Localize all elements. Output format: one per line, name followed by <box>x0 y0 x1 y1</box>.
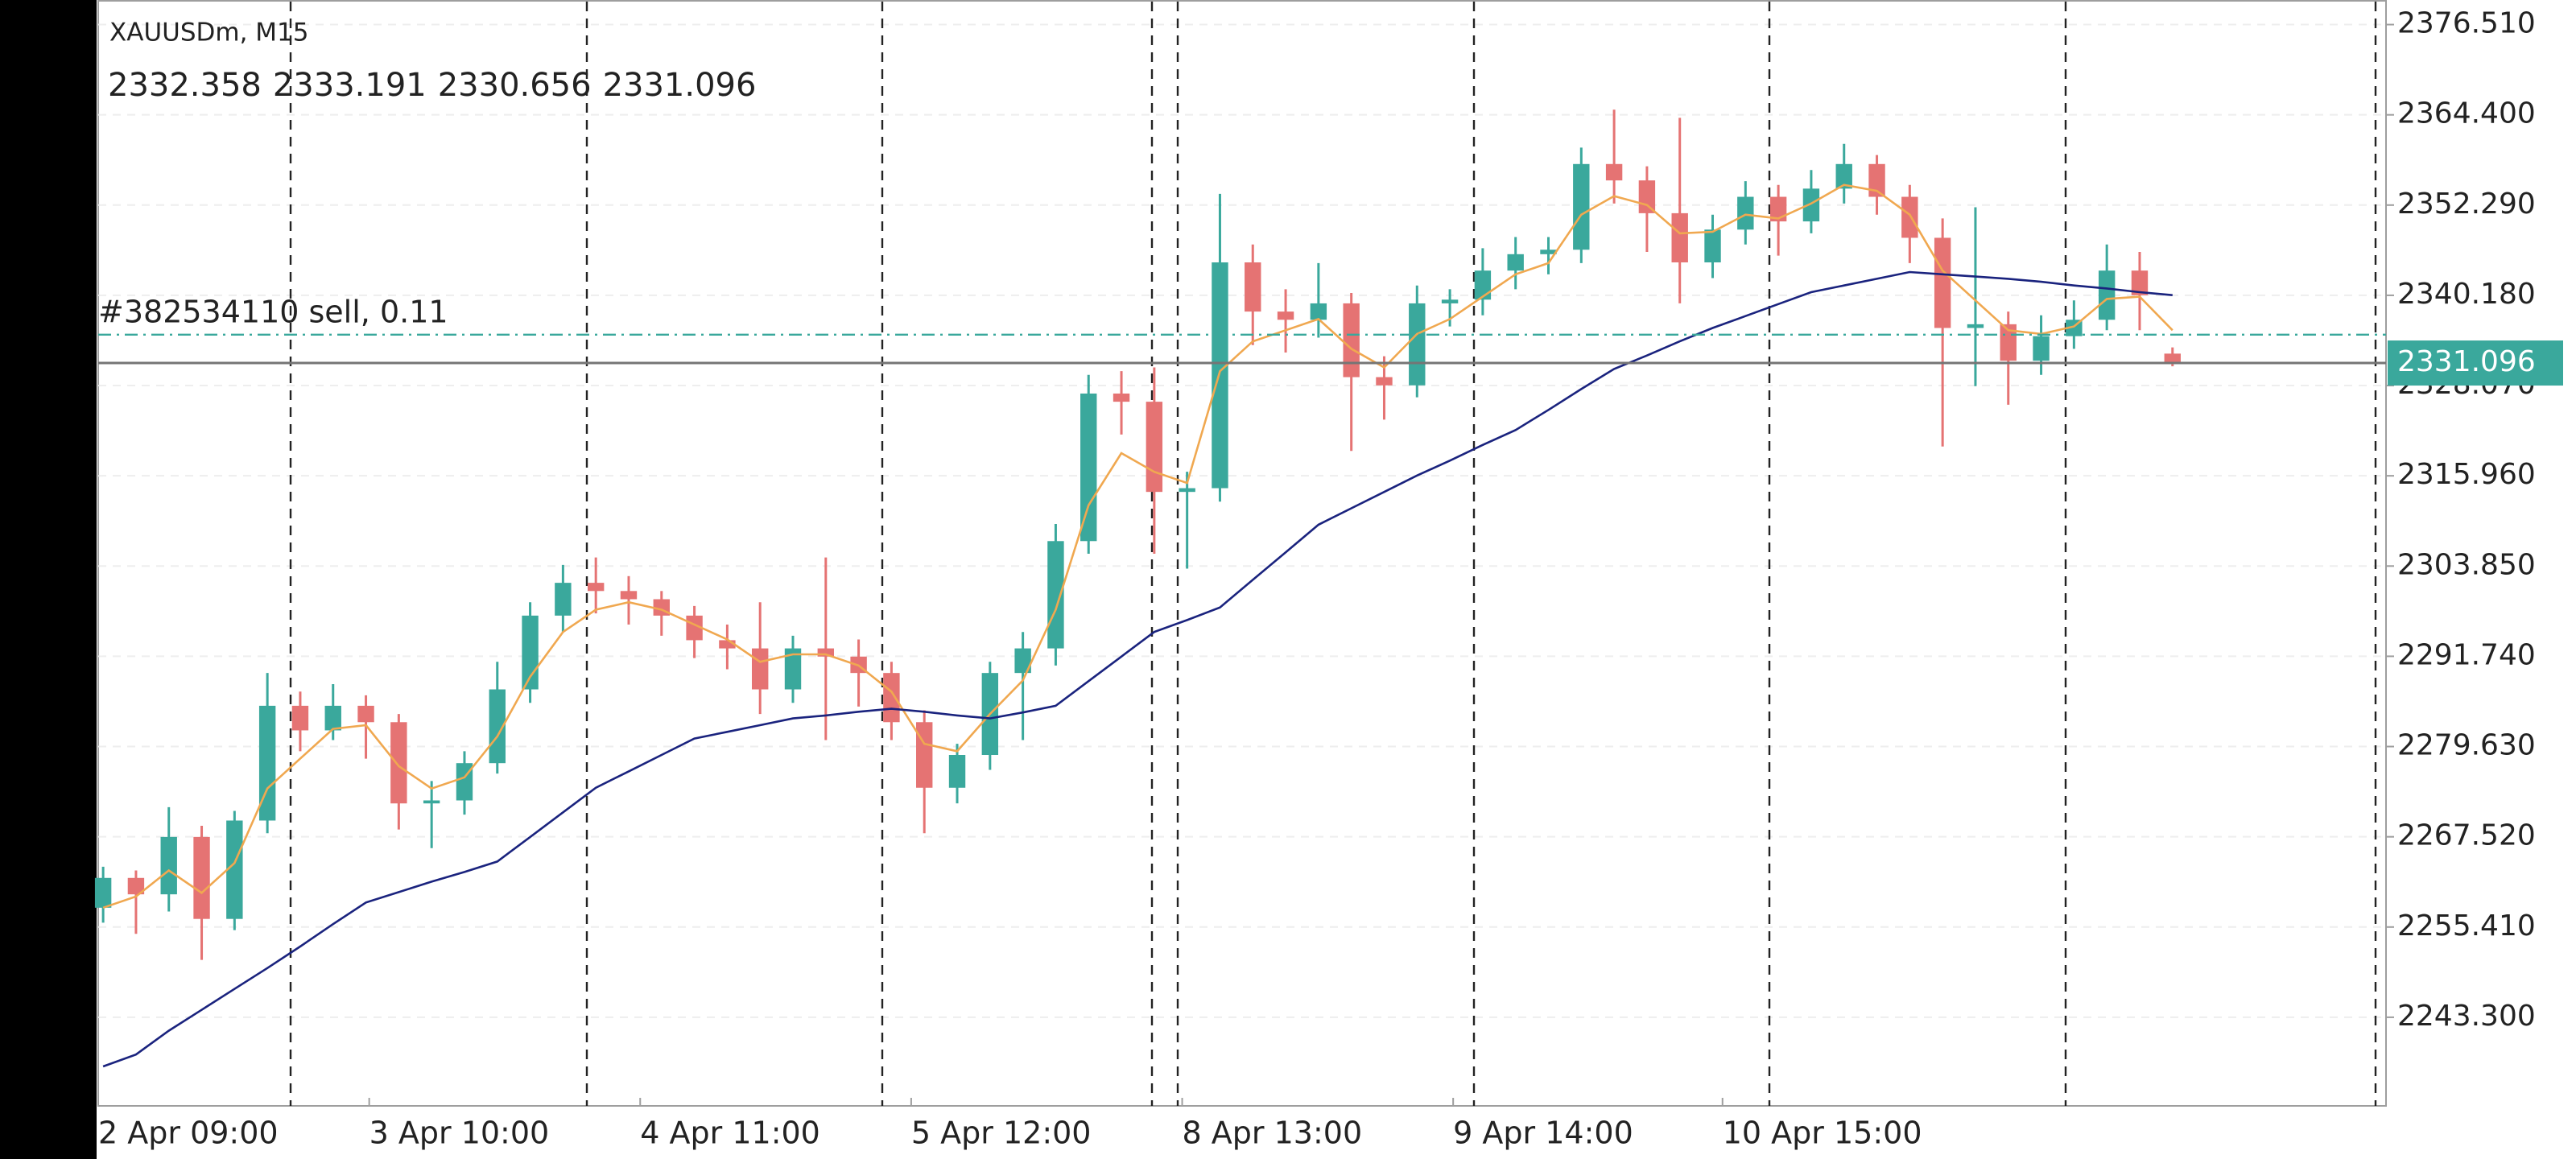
candle-body <box>127 877 145 895</box>
candle-body <box>324 705 341 731</box>
candle-body <box>1310 303 1327 320</box>
candle-body <box>357 705 374 723</box>
candle-body <box>1277 311 1294 320</box>
y-tick-label: 2303.850 <box>2397 548 2536 581</box>
moving-average <box>102 270 2173 1068</box>
x-tick-label: 4 Apr 11:00 <box>640 1116 820 1151</box>
y-tick-label: 2364.400 <box>2397 97 2536 130</box>
candle-body <box>390 722 407 804</box>
candle-body <box>94 877 112 908</box>
candle-body <box>752 648 769 690</box>
overlay: #382534110 sell, 0.11 2331.096 <box>98 294 2563 386</box>
plot-frame <box>97 0 2387 1107</box>
ohlc-high: 2333.191 <box>273 67 427 104</box>
candle-body <box>587 583 605 592</box>
candle-body <box>1474 270 1492 300</box>
x-tick-label: 2 Apr 09:00 <box>98 1116 279 1151</box>
candle-body <box>193 836 210 919</box>
y-tick-label: 2243.300 <box>2397 1000 2536 1033</box>
symbol-title: XAUUSDm, M15 <box>109 19 308 47</box>
price-tag <box>2388 340 2563 386</box>
moving-average <box>102 184 2174 909</box>
ohlc-open: 2332.358 <box>108 67 262 104</box>
candle-body <box>1047 541 1064 649</box>
ohlc-readout: 2332.358 2333.191 2330.656 2331.096 <box>108 67 756 104</box>
candle-body <box>1868 163 1885 197</box>
candle-body <box>719 640 736 649</box>
left-bar <box>0 0 97 1159</box>
candle-body <box>2131 270 2149 295</box>
candle-body <box>1934 237 1951 328</box>
candle-body <box>2000 324 2017 361</box>
candle-body <box>1835 163 1852 189</box>
y-tick-label: 2315.960 <box>2397 458 2536 491</box>
candle-body <box>1967 324 1984 328</box>
candle-body <box>1507 254 1524 271</box>
candle-body <box>1441 299 1459 303</box>
candle-body <box>1245 262 1261 312</box>
candle-body <box>916 722 933 788</box>
candle-body <box>1638 180 1656 213</box>
y-tick-label: 2340.180 <box>2397 278 2536 311</box>
order-label: #382534110 sell, 0.11 <box>98 294 448 329</box>
candle-body <box>620 591 638 600</box>
x-tick-label: 8 Apr 13:00 <box>1183 1116 1363 1151</box>
candle-body <box>784 648 802 690</box>
candle-body <box>2098 270 2116 320</box>
candle-body <box>1212 262 1228 489</box>
period-separators <box>289 2 2377 1106</box>
candle-body <box>1769 196 1787 222</box>
candle-body <box>1113 393 1130 402</box>
y-tick-label: 2376.510 <box>2397 7 2536 40</box>
candle-body <box>1901 196 1918 238</box>
candle-body <box>1080 393 1097 542</box>
candle-body <box>1671 212 1688 263</box>
y-tick-label: 2291.740 <box>2397 638 2536 671</box>
candle-body <box>2033 336 2050 361</box>
candle-body <box>1146 402 1163 493</box>
ohlc-close: 2331.096 <box>603 67 757 104</box>
candle-body <box>883 673 900 723</box>
candle-body <box>817 648 835 657</box>
grid: 2376.5102364.4002352.2902340.1802328.070… <box>97 0 2536 1151</box>
candle-body <box>1179 488 1195 493</box>
candle-body <box>258 705 276 821</box>
y-tick-label: 2279.630 <box>2397 729 2536 762</box>
candle-body <box>948 755 966 788</box>
y-tick-label: 2352.290 <box>2397 188 2536 221</box>
candle-body <box>2164 353 2181 364</box>
candle-body <box>1014 648 1031 674</box>
candle-body <box>291 705 309 731</box>
candle-body <box>1540 250 1557 254</box>
candles <box>94 109 2181 960</box>
price-tag-label: 2331.096 <box>2397 345 2536 378</box>
candle-body <box>1343 303 1360 377</box>
candle-body <box>1605 163 1623 181</box>
y-tick-label: 2267.520 <box>2397 819 2536 852</box>
indicators <box>102 184 2174 1068</box>
candle-body <box>1802 188 1820 222</box>
candle-body <box>1704 229 1721 263</box>
candle-body <box>423 800 440 804</box>
candle-body <box>1409 303 1426 386</box>
candle-body <box>160 836 177 895</box>
x-tick-label: 9 Apr 14:00 <box>1453 1116 1633 1151</box>
candle-body <box>1573 163 1590 250</box>
ohlc-low: 2330.656 <box>438 67 592 104</box>
x-tick-label: 3 Apr 10:00 <box>369 1116 550 1151</box>
y-tick-label: 2255.410 <box>2397 909 2536 942</box>
candle-body <box>226 820 243 919</box>
candle-body <box>489 689 506 764</box>
candle-body <box>1737 196 1754 230</box>
x-tick-label: 10 Apr 15:00 <box>1723 1116 1922 1151</box>
x-tick-label: 5 Apr 12:00 <box>911 1116 1092 1151</box>
candle-body <box>1376 377 1393 386</box>
candle-body <box>555 583 572 616</box>
